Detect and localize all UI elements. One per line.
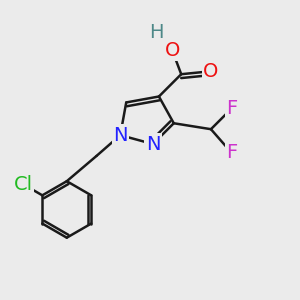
Text: O: O xyxy=(165,41,180,60)
Text: H: H xyxy=(149,23,163,42)
Text: F: F xyxy=(226,143,237,163)
Text: F: F xyxy=(226,99,237,118)
Text: N: N xyxy=(146,135,160,154)
Text: N: N xyxy=(113,126,127,145)
Text: Cl: Cl xyxy=(14,175,33,194)
Text: O: O xyxy=(203,62,219,81)
